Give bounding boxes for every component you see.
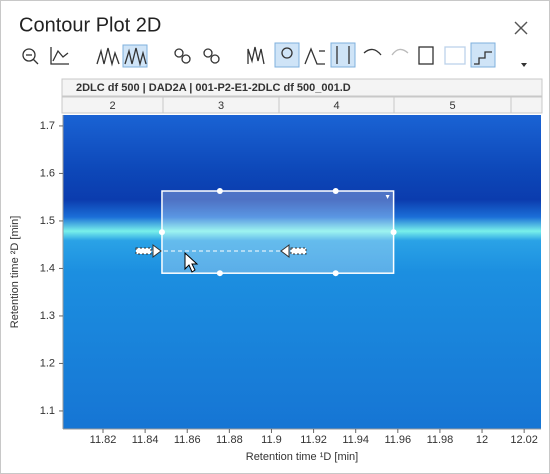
selection-handle — [216, 270, 223, 277]
x-tick-label: 11.96 — [384, 434, 411, 446]
y-tick-label: 1.3 — [40, 310, 55, 322]
spectrum-tool[interactable] — [247, 46, 265, 65]
cursor — [184, 251, 199, 273]
zoom-out[interactable] — [22, 48, 39, 65]
segment-strip — [61, 96, 543, 114]
range-tool[interactable] — [330, 42, 356, 68]
y-tick-label: 1.7 — [40, 120, 55, 132]
x-tick-label: 11.92 — [300, 434, 327, 446]
selection-handle — [332, 188, 339, 195]
axis-tool[interactable] — [50, 47, 69, 65]
y-tick-label: 1.4 — [40, 262, 55, 274]
heatmap — [63, 115, 541, 429]
peaks-tool[interactable] — [96, 47, 120, 67]
selection-handle — [390, 229, 397, 236]
x-tick-label: 11.9 — [261, 434, 282, 446]
selection-box — [161, 190, 395, 274]
segment-label: 4 — [333, 100, 339, 112]
integrate-tool[interactable] — [304, 47, 325, 65]
selection-handle — [332, 270, 339, 277]
segment-label: 5 — [449, 100, 455, 112]
export[interactable] — [418, 46, 434, 65]
toolbar — [22, 42, 527, 68]
layout-tool[interactable] — [444, 46, 466, 65]
x-tick-label: 11.98 — [427, 434, 454, 446]
selection-handle — [216, 188, 223, 195]
x-tick-label: 11.82 — [90, 434, 117, 446]
peaks-tool-on[interactable] — [122, 44, 148, 68]
y-tick-label: 1.5 — [40, 215, 55, 227]
menu-dropdown[interactable] — [521, 63, 527, 67]
x-tick-label: 12 — [476, 434, 488, 446]
segment-label: 3 — [218, 100, 224, 112]
pan-tool[interactable] — [274, 42, 300, 68]
x-tick-label: 11.88 — [216, 434, 243, 446]
y-tick-label: 1.6 — [40, 167, 55, 179]
drag-indicator — [135, 244, 307, 258]
step-tool[interactable] — [470, 42, 496, 68]
x-tick-label: 12.02 — [510, 434, 538, 446]
x-tick-label: 11.86 — [174, 434, 201, 446]
segment-label: 2 — [109, 100, 115, 112]
undo[interactable] — [363, 48, 382, 56]
window-title: Contour Plot 2D — [19, 14, 161, 36]
redo[interactable] — [391, 48, 409, 56]
link-y[interactable] — [203, 48, 220, 64]
x-axis-label: Retention time ¹D [min] — [246, 451, 358, 463]
close-button[interactable] — [514, 21, 528, 35]
selection-handle — [158, 229, 165, 236]
header-strip — [61, 78, 543, 97]
y-tick-label: 1.2 — [40, 357, 55, 369]
x-tick-label: 11.94 — [342, 434, 369, 446]
x-tick-label: 11.84 — [132, 434, 159, 446]
y-tick-label: 1.1 — [40, 405, 55, 417]
selection-corner-mark — [385, 195, 390, 200]
header-label: 2DLC df 500 | DAD2A | 001-P2-E1-2DLC df … — [76, 82, 351, 94]
link-x[interactable] — [174, 48, 191, 64]
y-axis-label: Retention time ²D [min] — [9, 216, 21, 328]
